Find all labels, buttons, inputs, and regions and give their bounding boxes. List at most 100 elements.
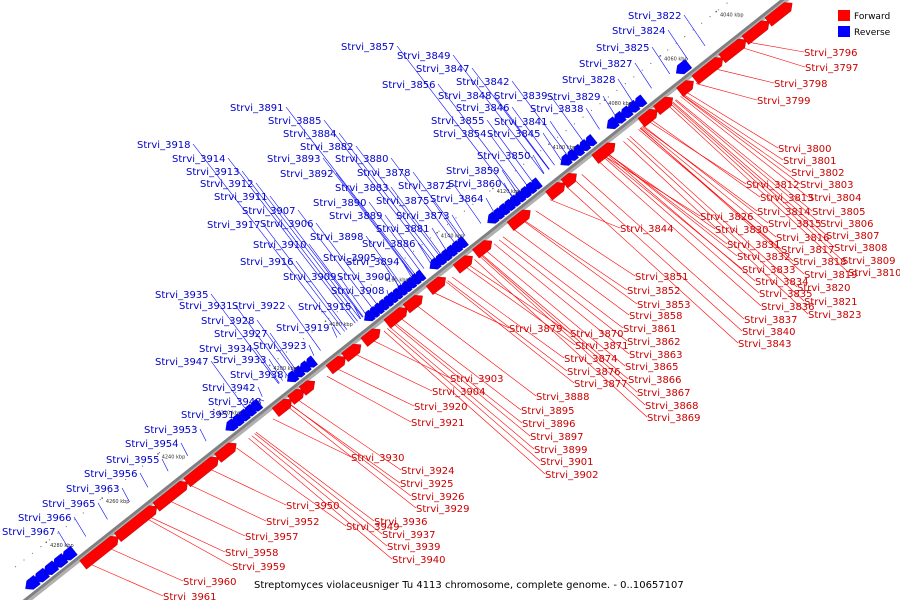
forward-gene-label: Strvi_3961 (163, 592, 217, 600)
reverse-gene-label: Strvi_3841 (494, 117, 548, 128)
reverse-gene-label: Strvi_3935 (155, 290, 209, 301)
scale-dot (370, 284, 372, 286)
reverse-gene-leader-line (199, 428, 207, 442)
reverse-gene-leader-line (210, 293, 279, 384)
reverse-gene (52, 553, 69, 568)
forward-gene-leader-line (523, 220, 638, 305)
scale-dot (590, 109, 593, 111)
reverse-gene-label: Strvi_3956 (84, 469, 138, 480)
forward-gene-leader-line (512, 228, 630, 316)
reverse-gene-leader-line (503, 182, 513, 199)
forward-gene-label: Strvi_3803 (800, 180, 854, 191)
forward-gene-leader-line (681, 94, 792, 173)
reverse-gene-leader-line (392, 275, 400, 289)
reverse-gene-label: Strvi_3848 (438, 91, 492, 102)
forward-gene-leader-line (447, 280, 568, 372)
forward-gene-label: Strvi_3852 (627, 286, 681, 297)
forward-gene (325, 356, 346, 375)
scale-tick-mark (659, 55, 662, 57)
forward-gene-label: Strvi_3840 (742, 327, 796, 338)
forward-gene-leader-line (642, 125, 769, 224)
forward-gene-label: Strvi_3804 (808, 193, 862, 204)
reverse-gene-label: Strvi_3846 (456, 103, 510, 114)
forward-gene-label: Strvi_3797 (805, 63, 859, 74)
forward-gene-label: Strvi_3816 (776, 233, 830, 244)
scale-dot (226, 398, 228, 400)
forward-gene (341, 343, 362, 363)
forward-gene-label: Strvi_3835 (759, 289, 813, 300)
reverse-gene-leader-line (602, 95, 617, 117)
reverse-gene-label: Strvi_3891 (230, 103, 284, 114)
scale-dot (641, 69, 643, 71)
forward-gene-label: Strvi_3899 (534, 445, 588, 456)
reverse-gene-leader-line (297, 209, 374, 310)
reverse-gene-label: Strvi_3872 (398, 181, 452, 192)
reverse-gene-leader-line (285, 106, 416, 276)
scale-dot (480, 197, 482, 199)
reverse-gene-label: Strvi_3907 (242, 206, 296, 217)
reverse-gene-leader-line (617, 78, 634, 103)
forward-gene-label: Strvi_3896 (522, 419, 576, 430)
reverse-gene-label: Strvi_3906 (260, 219, 314, 230)
scale-dot (336, 311, 338, 313)
scale-dot (133, 472, 135, 474)
forward-gene-leader-line (254, 433, 383, 535)
reverse-gene (675, 59, 693, 75)
reverse-gene-label: Strvi_3915 (298, 302, 352, 313)
scale-dot (353, 297, 355, 299)
forward-gene-leader-line (146, 518, 233, 567)
scale-dot (65, 525, 67, 528)
forward-gene-leader-line (248, 437, 393, 560)
reverse-gene-leader-line (192, 143, 341, 335)
reverse-gene-label: Strvi_3839 (494, 91, 548, 102)
forward-gene-label: Strvi_3851 (635, 272, 689, 283)
scale-ticks: 4040 kbp 4060 kbp 4080 kbp 4100 kbp 4120 kbp… (14, 2, 744, 568)
scale-tick-label: 4260 kbp (106, 499, 130, 505)
reverse-gene-label: Strvi_3951 (181, 410, 235, 421)
reverse-gene-label: Strvi_3850 (477, 151, 531, 162)
forward-gene-label: Strvi_3836 (761, 302, 815, 313)
reverse-gene-label: Strvi_3922 (232, 301, 286, 312)
reverse-gene-label: Strvi_3963 (66, 484, 120, 495)
forward-gene (452, 255, 473, 274)
scale-tick-label: 4040 kbp (720, 12, 744, 18)
reverse-gene-label: Strvi_3928 (201, 316, 255, 327)
reverse-gene-leader-line (234, 304, 289, 377)
reverse-gene (456, 235, 469, 249)
reverse-gene-leader-line (97, 502, 108, 520)
forward-gene-leader-line (566, 186, 739, 344)
forward-gene-leader-line (685, 91, 779, 149)
forward-gene-leader-line (627, 137, 805, 302)
forward-gene-leader-line (606, 154, 756, 282)
reverse-gene-leader-line (542, 132, 562, 161)
forward-gene-label: Strvi_3921 (411, 418, 465, 429)
forward-gene-leader-line (638, 129, 782, 250)
reverse-gene (634, 94, 648, 108)
scale-dot (675, 42, 677, 44)
forward-gene-label: Strvi_3959 (232, 562, 286, 573)
forward-gene-leader-line (481, 253, 629, 380)
forward-gene-leader-line (326, 375, 412, 423)
forward-gene-label: Strvi_3819 (804, 270, 858, 281)
forward-gene-leader-line (465, 266, 576, 346)
forward-gene-leader-line (607, 153, 716, 230)
reverse-gene-label: Strvi_3948 (208, 397, 262, 408)
forward-gene-leader-line (432, 291, 510, 329)
forward-gene-leader-line (236, 447, 347, 527)
scale-tick-label: 4100 kbp (553, 145, 577, 151)
forward-gene-leader-line (535, 210, 636, 277)
reverse-gene-leader-line (549, 120, 572, 153)
reverse-gene (287, 370, 300, 383)
reverse-gene-leader-line (268, 358, 283, 381)
reverse-gene (585, 134, 598, 147)
reverse-gene-leader-line (485, 197, 495, 214)
reverse-gene (566, 148, 579, 161)
forward-gene-leader-line (485, 250, 626, 367)
reverse-gene-label: Strvi_3893 (267, 154, 321, 165)
scale-dot (514, 170, 516, 172)
scale-dot (497, 183, 499, 185)
scale-dot (57, 532, 59, 534)
reverse-gene-leader-line (335, 172, 415, 277)
reverse-gene-label: Strvi_3822 (628, 11, 682, 22)
